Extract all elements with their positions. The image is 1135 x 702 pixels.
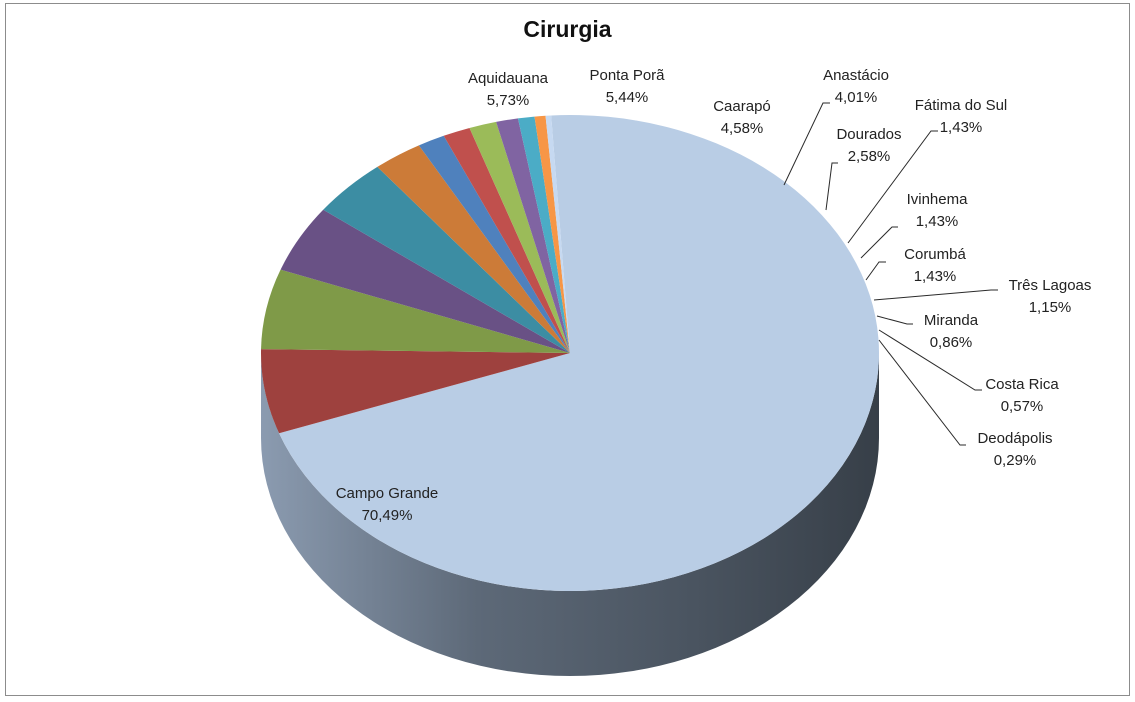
slice-value-deodapolis: 0,29% xyxy=(994,452,1037,469)
leader-line-anastacio xyxy=(783,102,830,186)
leader-line-miranda xyxy=(876,315,913,325)
slice-value-corumba: 1,43% xyxy=(914,268,957,285)
slice-label-costa-rica: Costa Rica 0,57% xyxy=(985,376,1059,415)
pie-slice-costa-rica xyxy=(534,115,570,354)
slice-value-dourados: 2,58% xyxy=(848,148,891,165)
pie-slice-deodapolis xyxy=(545,115,570,354)
pie-slice-fatima-do-sul xyxy=(418,135,570,353)
slice-category-ivinhema: Ivinhema xyxy=(907,191,969,208)
slice-label-caarapo: Caarapó 4,58% xyxy=(713,98,771,137)
slice-category-fatima-do-sul: Fátima do Sul xyxy=(915,97,1008,114)
slice-label-corumba: Corumbá 1,43% xyxy=(904,246,966,285)
slice-value-campo-grande: 70,49% xyxy=(362,507,413,524)
slice-value-miranda: 0,86% xyxy=(930,334,973,351)
pie-slice-ponta-pora xyxy=(261,269,570,353)
leader-line-fatima-do-sul xyxy=(847,130,938,244)
pie-slice-ivinhema xyxy=(443,127,570,353)
slice-value-fatima-do-sul: 1,43% xyxy=(940,119,983,136)
slice-value-caarapo: 4,58% xyxy=(721,120,764,137)
slice-category-corumba: Corumbá xyxy=(904,246,966,263)
pie-slice-caarapo xyxy=(280,209,570,353)
slice-label-aquidauana: Aquidauana 5,73% xyxy=(468,70,549,109)
pie-slice-campo-grande xyxy=(279,115,880,591)
pie-slice-miranda xyxy=(517,116,570,353)
slice-label-anastacio: Anastácio 4,01% xyxy=(823,67,889,106)
slice-category-miranda: Miranda xyxy=(924,312,979,329)
slice-label-ponta-pora: Ponta Porã 5,44% xyxy=(589,67,665,106)
slice-label-campo-grande: Campo Grande 70,49% xyxy=(336,485,439,524)
pie-slice-aquidauana xyxy=(261,349,570,434)
leader-line-costa-rica xyxy=(878,329,982,391)
chart-title: Cirurgia xyxy=(523,16,612,42)
pie-slice-tres-lagoas xyxy=(496,118,570,354)
slice-category-ponta-pora: Ponta Porã xyxy=(589,67,665,84)
slice-value-aquidauana: 5,73% xyxy=(487,92,530,109)
pie-slice-dourados xyxy=(377,145,570,353)
slice-label-tres-lagoas: Três Lagoas 1,15% xyxy=(1009,277,1092,316)
slice-category-anastacio: Anastácio xyxy=(823,67,889,84)
leader-line-tres-lagoas xyxy=(873,289,998,301)
slice-category-aquidauana: Aquidauana xyxy=(468,70,549,87)
pie-slice-anastacio xyxy=(323,166,570,353)
slice-label-deodapolis: Deodápolis 0,29% xyxy=(977,430,1052,469)
slice-value-tres-lagoas: 1,15% xyxy=(1029,299,1072,316)
leader-line-corumba xyxy=(865,261,886,281)
slice-label-fatima-do-sul: Fátima do Sul 1,43% xyxy=(915,97,1008,136)
slice-category-tres-lagoas: Três Lagoas xyxy=(1009,277,1092,294)
slice-value-ivinhema: 1,43% xyxy=(916,213,959,230)
slice-category-caarapo: Caarapó xyxy=(713,98,771,115)
pie-slice-corumba xyxy=(469,121,570,354)
slice-label-miranda: Miranda 0,86% xyxy=(924,312,979,351)
slice-label-ivinhema: Ivinhema 1,43% xyxy=(907,191,969,230)
slice-category-deodapolis: Deodápolis xyxy=(977,430,1052,447)
leader-line-deodapolis xyxy=(878,339,966,446)
leader-line-ivinhema xyxy=(860,226,898,259)
slice-value-anastacio: 4,01% xyxy=(835,89,878,106)
slice-category-campo-grande: Campo Grande xyxy=(336,485,439,502)
leader-line-dourados xyxy=(825,162,838,211)
slice-category-costa-rica: Costa Rica xyxy=(985,376,1059,393)
slice-value-ponta-pora: 5,44% xyxy=(606,89,649,106)
slice-label-dourados: Dourados 2,58% xyxy=(836,126,901,165)
slice-value-costa-rica: 0,57% xyxy=(1001,398,1044,415)
pie-side-wall xyxy=(261,353,879,676)
slice-category-dourados: Dourados xyxy=(836,126,901,143)
